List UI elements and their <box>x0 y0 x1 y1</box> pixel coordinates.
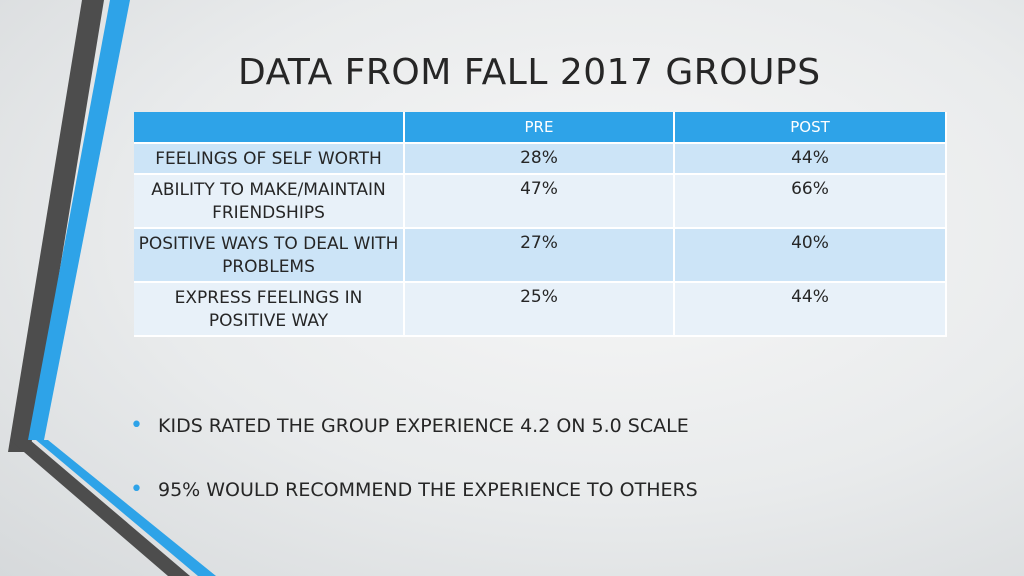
row-label: EXPRESS FEELINGS IN POSITIVE WAY <box>134 282 405 337</box>
bullet-item: • KIDS RATED THE GROUP EXPERIENCE 4.2 ON… <box>130 406 698 470</box>
slide-title: DATA FROM FALL 2017 GROUPS <box>238 52 821 93</box>
table-row: POSITIVE WAYS TO DEAL WITH PROBLEMS 27% … <box>134 228 947 283</box>
post-value: 40% <box>674 228 947 283</box>
table-header-row: PRE POST <box>134 112 947 144</box>
bullet-list: • KIDS RATED THE GROUP EXPERIENCE 4.2 ON… <box>130 406 698 534</box>
bullet-icon: • <box>130 413 143 438</box>
table-row: ABILITY TO MAKE/MAINTAIN FRIENDSHIPS 47%… <box>134 174 947 229</box>
pre-value: 27% <box>404 228 675 283</box>
row-label: POSITIVE WAYS TO DEAL WITH PROBLEMS <box>134 228 405 283</box>
bullet-item: • 95% WOULD RECOMMEND THE EXPERIENCE TO … <box>130 470 698 534</box>
table-row: FEELINGS OF SELF WORTH 28% 44% <box>134 143 947 175</box>
header-blank <box>134 112 405 144</box>
bullet-icon: • <box>130 477 143 502</box>
dark-stripe <box>8 0 104 452</box>
blue-diagonal-stripe <box>36 440 216 576</box>
bullet-text: 95% WOULD RECOMMEND THE EXPERIENCE TO OT… <box>158 479 698 501</box>
row-label: ABILITY TO MAKE/MAINTAIN FRIENDSHIPS <box>134 174 405 229</box>
post-value: 44% <box>674 143 947 175</box>
header-pre: PRE <box>404 112 675 144</box>
row-label: FEELINGS OF SELF WORTH <box>134 143 405 175</box>
pre-value: 28% <box>404 143 675 175</box>
blue-stripe <box>28 0 130 440</box>
post-value: 44% <box>674 282 947 337</box>
table-row: EXPRESS FEELINGS IN POSITIVE WAY 25% 44% <box>134 282 947 337</box>
results-table: PRE POST FEELINGS OF SELF WORTH 28% 44% … <box>134 112 947 337</box>
header-post: POST <box>674 112 947 144</box>
pre-value: 47% <box>404 174 675 229</box>
bullet-text: KIDS RATED THE GROUP EXPERIENCE 4.2 ON 5… <box>158 415 689 437</box>
post-value: 66% <box>674 174 947 229</box>
pre-value: 25% <box>404 282 675 337</box>
dark-diagonal-stripe <box>10 440 190 576</box>
